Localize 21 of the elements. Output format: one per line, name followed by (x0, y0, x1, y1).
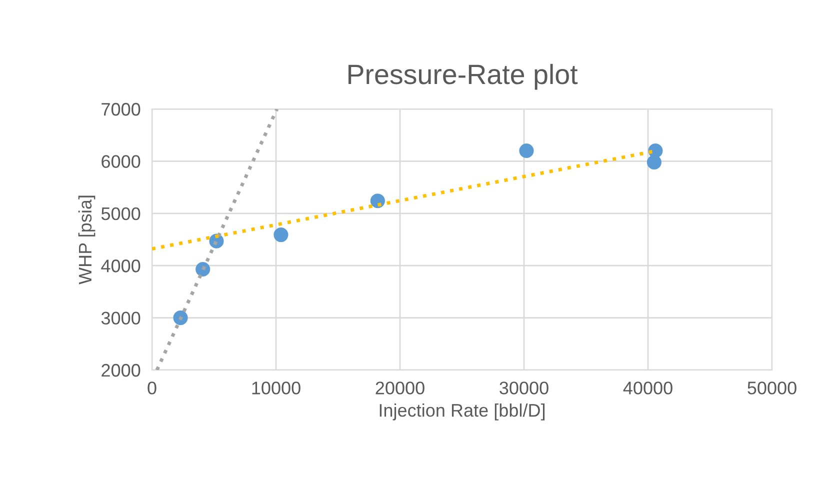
y-tick-label: 4000 (101, 260, 140, 272)
chart-title: Pressure-Rate plot (348, 64, 578, 90)
y-tick-label: 2000 (102, 364, 140, 377)
point (646, 154, 662, 170)
x-tick-label: 0 (148, 382, 156, 394)
x-tick-label: 50000 (748, 382, 796, 394)
y-tick-label: 7000 (102, 102, 140, 116)
point (196, 262, 210, 277)
y-tick-label: 3000 (101, 312, 140, 325)
x-tick-label: 10000 (252, 382, 300, 394)
x-axis-title: Injection Rate [bbl/D] (380, 404, 545, 420)
y-axis-title: WHP [psia] (78, 196, 96, 284)
y-tick-label: 5000 (101, 207, 140, 220)
x-tick-label: 30000 (500, 382, 548, 394)
point (173, 310, 188, 326)
y-tick-label: 6000 (102, 155, 140, 168)
point (274, 228, 288, 242)
x-tick-label: 40000 (623, 382, 672, 394)
x-tick-label: 20000 (376, 382, 424, 394)
point (519, 143, 534, 158)
point (370, 194, 385, 208)
